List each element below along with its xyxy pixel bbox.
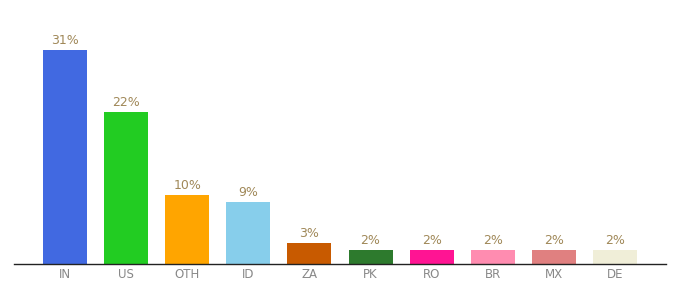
Bar bbox=[226, 202, 271, 264]
Bar bbox=[409, 250, 454, 264]
Text: 2%: 2% bbox=[544, 234, 564, 248]
Text: 9%: 9% bbox=[239, 186, 258, 199]
Bar bbox=[532, 250, 576, 264]
Bar bbox=[471, 250, 515, 264]
Text: 2%: 2% bbox=[422, 234, 441, 248]
Text: 2%: 2% bbox=[360, 234, 381, 248]
Text: 2%: 2% bbox=[605, 234, 625, 248]
Text: 3%: 3% bbox=[299, 227, 320, 241]
Bar bbox=[104, 112, 148, 264]
Bar bbox=[288, 243, 331, 264]
Bar bbox=[349, 250, 392, 264]
Text: 31%: 31% bbox=[52, 34, 79, 47]
Bar bbox=[44, 50, 87, 264]
Text: 22%: 22% bbox=[112, 96, 140, 109]
Bar bbox=[165, 195, 209, 264]
Bar bbox=[593, 250, 636, 264]
Text: 10%: 10% bbox=[173, 179, 201, 192]
Text: 2%: 2% bbox=[483, 234, 503, 248]
